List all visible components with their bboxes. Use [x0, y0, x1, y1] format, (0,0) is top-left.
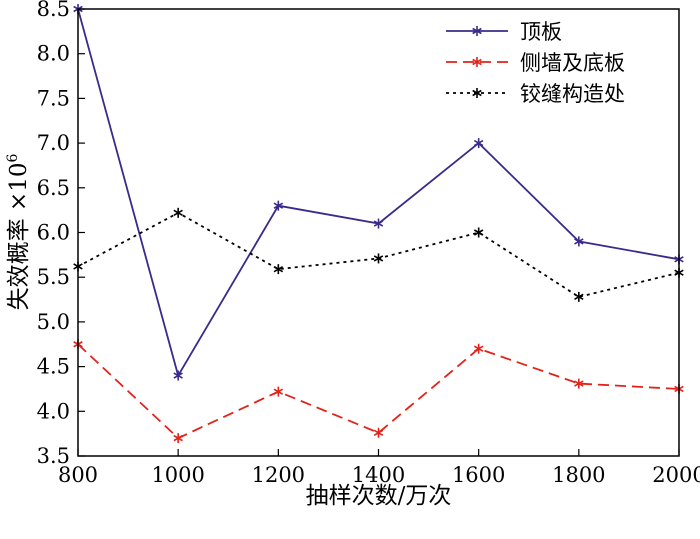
marker-stroke [472, 58, 482, 66]
data-point [273, 264, 284, 275]
marker-stroke [173, 434, 183, 442]
data-point [473, 227, 484, 238]
y-axis-title: 失效概率 ×106 [5, 154, 32, 311]
x-tick-label: 1000 [151, 463, 204, 487]
marker-stroke [473, 229, 484, 236]
marker-stroke [574, 238, 584, 245]
y-tick-label: 6.5 [37, 176, 70, 200]
axis-ticks: 800 1000 1200 1400 1600 1800 2000 3.5 4.0 4.5 5.0 5… [37, 0, 700, 487]
y-tick-label: 6.0 [37, 221, 70, 245]
data-point [373, 427, 384, 438]
marker-stroke [473, 345, 484, 352]
legend-marker [472, 88, 482, 98]
y-tick-label: 7.5 [37, 86, 70, 110]
y-tick-label: 5.5 [37, 265, 70, 289]
x-tick-label: 1400 [352, 463, 405, 487]
y-tick-label: 8.0 [37, 42, 70, 66]
x-axis-label: 抽样次数/万次 [306, 483, 452, 509]
legend-label: 侧墙及底板 [520, 51, 625, 75]
x-tick-label: 1600 [452, 463, 505, 487]
data-point [574, 236, 584, 247]
marker-stroke [273, 265, 284, 273]
series-layer [73, 4, 684, 444]
marker-stroke [173, 209, 183, 217]
y-axis-label-text: 失效概率 ×10 [6, 163, 32, 311]
x-tick-label: 800 [58, 463, 98, 487]
marker-stroke [373, 255, 384, 262]
marker-stroke [373, 220, 384, 227]
marker-stroke [574, 293, 584, 301]
data-point [273, 200, 284, 211]
y-tick-label: 8.5 [37, 0, 70, 21]
legend-label: 顶板 [520, 20, 562, 44]
marker-stroke [273, 388, 284, 395]
data-point [473, 343, 484, 354]
legend-label: 铰缝构造处 [520, 82, 625, 106]
legend-entry: 侧墙及底板 [446, 51, 625, 75]
x-tick-label: 2000 [652, 463, 700, 487]
legend-marker [472, 26, 482, 36]
data-point [574, 378, 584, 389]
data-point [373, 218, 384, 229]
marker-stroke [472, 27, 482, 35]
data-point [574, 291, 584, 302]
marker-stroke [473, 139, 484, 147]
y-tick-label: 3.5 [37, 444, 70, 468]
y-tick-label: 4.5 [37, 355, 70, 379]
y-tick-label: 5.0 [37, 310, 70, 334]
legend-entry: 顶板 [446, 20, 562, 44]
marker-stroke [472, 89, 482, 97]
data-point [173, 370, 183, 381]
y-tick-label: 7.0 [37, 131, 70, 155]
y-axis-label: 失效概率 ×106 [5, 154, 32, 311]
legend-marker [472, 57, 482, 67]
y-tick-label: 4.0 [37, 399, 70, 423]
series-line [77, 343, 680, 440]
x-axis-title-group: 抽样次数/万次 [306, 483, 452, 509]
legend-entry: 铰缝构造处 [446, 82, 625, 106]
series-3 [73, 207, 684, 302]
x-tick-label: 1200 [252, 463, 305, 487]
marker-stroke [373, 429, 384, 436]
data-point [173, 207, 183, 218]
x-tick-label: 1800 [552, 463, 605, 487]
series-2 [73, 339, 684, 444]
plot-frame [77, 8, 680, 457]
data-point [473, 138, 484, 149]
data-point [373, 253, 384, 264]
marker-stroke [574, 380, 584, 387]
data-point [173, 433, 183, 444]
marker-stroke [173, 372, 183, 379]
marker-stroke [273, 202, 284, 209]
y-axis-label-exponent: 6 [5, 154, 21, 163]
data-point [273, 386, 284, 397]
